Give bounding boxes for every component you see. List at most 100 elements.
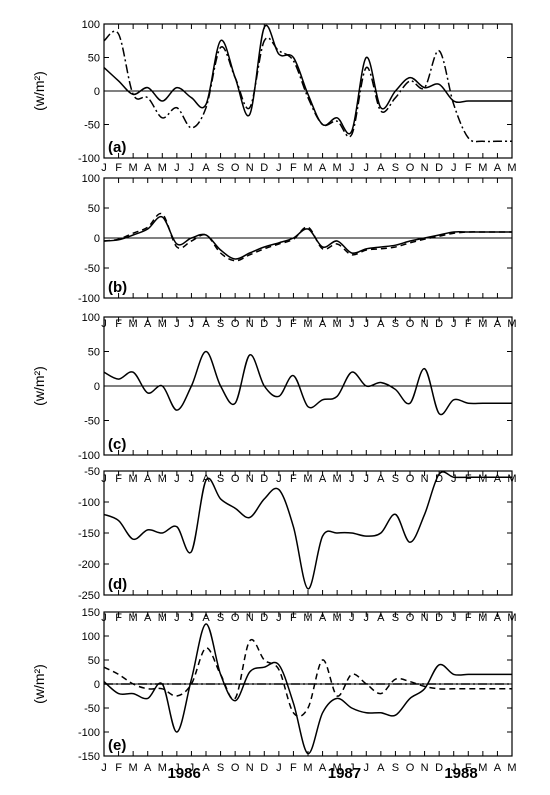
y-tick-label: 50 [88, 347, 100, 359]
month-label: N [421, 318, 429, 330]
month-label: S [217, 473, 224, 485]
month-label: F [290, 318, 297, 330]
month-label: O [231, 162, 240, 174]
panel-tag: (a) [108, 139, 126, 156]
month-label: J [101, 762, 107, 774]
month-label: D [435, 473, 443, 485]
y-tick-label: -100 [78, 293, 100, 305]
month-label: F [465, 162, 472, 174]
month-label: J [276, 318, 282, 330]
month-label: J [364, 162, 370, 174]
y-tick-label: 50 [88, 53, 100, 65]
y-tick-label: -50 [84, 120, 100, 132]
month-label: O [406, 762, 415, 774]
month-label: M [333, 473, 342, 485]
month-label: M [333, 318, 342, 330]
month-label: F [115, 162, 122, 174]
month-label: F [290, 762, 297, 774]
month-label: J [174, 612, 180, 624]
month-label: S [217, 762, 224, 774]
month-label: O [231, 762, 240, 774]
month-label: F [290, 162, 297, 174]
month-label: M [478, 162, 487, 174]
y-axis-label: (w/m²) [31, 71, 47, 111]
month-label: M [129, 612, 138, 624]
month-label: A [494, 612, 502, 624]
month-label: N [246, 762, 254, 774]
month-label: A [319, 318, 327, 330]
month-label: O [406, 612, 415, 624]
y-tick-label: -150 [78, 751, 100, 763]
month-label: F [115, 612, 122, 624]
month-label: M [303, 612, 312, 624]
month-label: N [421, 162, 429, 174]
month-label: M [303, 473, 312, 485]
month-label: J [174, 318, 180, 330]
month-label: O [406, 473, 415, 485]
month-label: A [494, 162, 502, 174]
month-label: A [494, 318, 502, 330]
month-label: J [349, 762, 355, 774]
month-label: J [349, 612, 355, 624]
y-tick-label: 100 [82, 173, 100, 185]
month-label: J [174, 762, 180, 774]
month-label: A [144, 318, 152, 330]
month-label: D [260, 612, 268, 624]
month-label: O [406, 318, 415, 330]
month-label: A [494, 762, 502, 774]
month-label: N [421, 612, 429, 624]
month-label: F [465, 762, 472, 774]
y-tick-label: 0 [94, 679, 100, 691]
month-label: S [217, 162, 224, 174]
month-label: J [364, 473, 370, 485]
month-label: J [364, 612, 370, 624]
month-label: J [451, 162, 457, 174]
y-tick-label: -100 [78, 450, 100, 462]
month-label: S [217, 318, 224, 330]
month-label: J [189, 612, 195, 624]
y-tick-label: 150 [82, 607, 100, 619]
month-label: A [144, 473, 152, 485]
year-label: 1988 [444, 765, 477, 782]
y-tick-label: 0 [94, 86, 100, 98]
y-tick-label: -200 [78, 559, 100, 571]
month-label: J [349, 162, 355, 174]
month-label: J [189, 318, 195, 330]
month-label: J [451, 762, 457, 774]
month-label: J [364, 318, 370, 330]
month-label: A [202, 762, 210, 774]
month-label: J [174, 162, 180, 174]
y-tick-label: 0 [94, 233, 100, 245]
year-label: 1987 [328, 765, 361, 782]
panel-tag: (c) [108, 436, 126, 453]
month-label: J [189, 762, 195, 774]
y-tick-label: 100 [82, 312, 100, 324]
series-line-solid [103, 350, 512, 416]
month-label: M [478, 612, 487, 624]
month-label: D [260, 162, 268, 174]
month-label: M [333, 762, 342, 774]
month-label: M [303, 162, 312, 174]
month-label: A [319, 612, 327, 624]
month-label: M [129, 162, 138, 174]
month-label: M [158, 612, 167, 624]
month-label: D [260, 762, 268, 774]
month-label: M [478, 318, 487, 330]
y-tick-label: -100 [78, 727, 100, 739]
month-label: M [333, 162, 342, 174]
month-label: J [276, 162, 282, 174]
month-label: D [435, 762, 443, 774]
month-label: A [377, 162, 385, 174]
month-label: M [333, 612, 342, 624]
series-line-solid [103, 471, 512, 590]
month-label: S [392, 162, 399, 174]
month-label: M [158, 162, 167, 174]
month-label: M [303, 762, 312, 774]
month-label: J [451, 612, 457, 624]
month-label: S [392, 612, 399, 624]
series-line-dashed [103, 212, 512, 262]
